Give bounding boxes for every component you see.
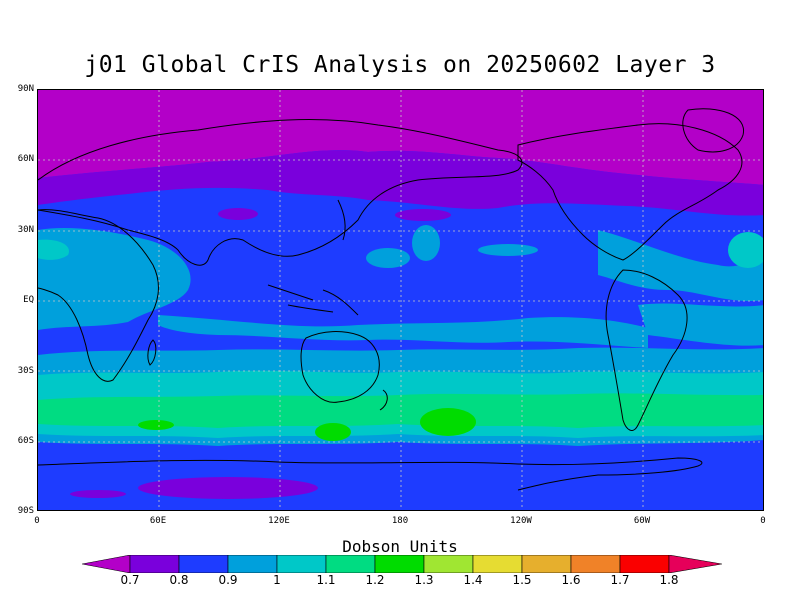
lon-label-120e: 120E: [268, 516, 290, 526]
field-0.9-atlantic-s: [638, 303, 763, 346]
coast-indonesia: [267, 284, 359, 316]
coast-north-america: [517, 123, 743, 261]
colorbar-segment: [129, 555, 180, 573]
lon-label-120w: 120W: [510, 516, 532, 526]
colorbar-segment: [423, 555, 474, 573]
field-0.9-pacific-b: [412, 225, 440, 261]
colorbar-segments: [82, 555, 722, 573]
colorbar-segment: [178, 555, 229, 573]
field-0.8-spot-pacific: [395, 209, 451, 221]
coast-antarctica: [38, 457, 703, 491]
lon-label-180: 180: [391, 516, 409, 526]
colorbar-segment: [276, 555, 327, 573]
lat-label-30s: 30S: [17, 366, 34, 376]
coast-madagascar: [147, 339, 157, 366]
lat-label-60n: 60N: [17, 154, 34, 164]
field-1.0-atlantic-n: [728, 232, 763, 268]
colorbar-tick-label: 0.7: [120, 573, 140, 587]
coast-new-zealand: [379, 389, 388, 411]
field-0.8-north-band: [38, 150, 763, 216]
coastlines: [38, 108, 744, 491]
colorbar-units-label: Dobson Units: [342, 537, 458, 556]
colorbar-tick-label: 1.2: [365, 573, 385, 587]
lon-label-60e: 60E: [149, 516, 167, 526]
lon-label-60w: 60W: [633, 516, 651, 526]
lon-label-0: 0: [34, 516, 40, 526]
ozone-map: [37, 89, 764, 511]
field-1.2-spot-a: [138, 420, 174, 430]
field-0.8-antarctic-spot-small: [70, 490, 126, 498]
colorbar-tick-label: 1.5: [512, 573, 532, 587]
field-1.0-sahara: [38, 239, 69, 260]
colorbar-segment: [472, 555, 523, 573]
field-1.1-south-band: [38, 393, 763, 428]
colorbar-segment: [325, 555, 376, 573]
map-title: j01 Global CrIS Analysis on 20250602 Lay…: [84, 52, 716, 78]
lat-label-90n: 90N: [17, 84, 34, 94]
lon-label-360: 0: [760, 516, 766, 526]
colorbar-segment: [619, 555, 670, 573]
lat-label-60s: 60S: [17, 436, 34, 446]
colorbar-segment: [374, 555, 425, 573]
colorbar-tick-label: 1: [273, 573, 281, 587]
lat-label-eq: EQ: [23, 295, 34, 305]
colorbar-segment: [521, 555, 572, 573]
coast-south-america: [605, 269, 688, 431]
colorbar-cap-low: [82, 555, 131, 573]
field-1.2-spot-b: [315, 423, 351, 441]
ozone-map-canvas: [38, 90, 763, 510]
colorbar-tick-label: 1.1: [316, 573, 336, 587]
colorbar-tick-label: 1.6: [561, 573, 581, 587]
coast-greenland: [682, 108, 744, 153]
field-0.9-pacific-c: [478, 244, 538, 256]
colorbar: [82, 555, 722, 573]
colorbar-tick-label: 1.8: [659, 573, 679, 587]
field-0.8-antarctic-spot: [138, 477, 318, 499]
field-0.9-south-tropics: [158, 315, 648, 348]
field-0.7-north-polar: [38, 90, 763, 185]
field-0.9-pacific-a: [366, 248, 410, 268]
coast-australia: [300, 331, 380, 403]
lat-label-90s: 90S: [17, 506, 34, 516]
field-1.2-spot-c: [420, 408, 476, 436]
coast-africa: [38, 209, 159, 382]
coast-eurasia: [38, 119, 523, 266]
lat-label-30n: 30N: [17, 225, 34, 235]
colorbar-cap-high: [668, 555, 722, 573]
field-0.8-spot-asia: [218, 208, 258, 220]
colorbar-tick-label: 0.8: [169, 573, 189, 587]
colorbar-segment: [227, 555, 278, 573]
colorbar-tick-label: 1.7: [610, 573, 630, 587]
colorbar-segment: [570, 555, 621, 573]
field-0.9-africa: [38, 228, 191, 330]
colorbar-tick-label: 0.9: [218, 573, 238, 587]
colorbar-tick-label: 1.3: [414, 573, 434, 587]
coast-japan: [337, 199, 346, 241]
colorbar-tick-label: 1.4: [463, 573, 483, 587]
